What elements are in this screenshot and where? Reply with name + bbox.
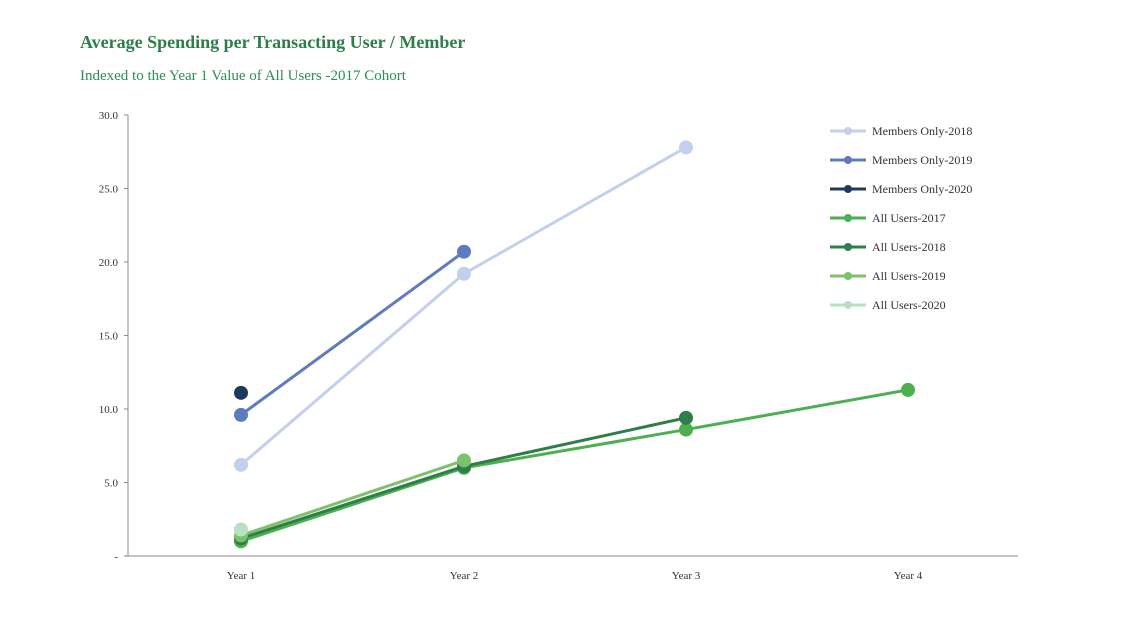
chart-title: Average Spending per Transacting User / … xyxy=(80,32,466,52)
chart-axes: - 5.0 10.0 15.0 20.0 25.0 30.0 Year 1 Year 2 Year… xyxy=(99,110,1018,582)
chart-legend: Members Only-2018 Members Only-2019 Member… xyxy=(830,124,972,312)
y-tick-label: 25.0 xyxy=(99,184,119,196)
series-1 xyxy=(234,244,471,422)
x-tick-label: Year 3 xyxy=(672,570,701,582)
y-tick-label: 5.0 xyxy=(104,478,118,490)
series-line xyxy=(240,250,465,417)
data-point xyxy=(457,266,471,281)
chart-lines xyxy=(234,140,915,549)
legend-item: All Users-2017 xyxy=(830,211,946,225)
legend-item: All Users-2018 xyxy=(830,240,946,254)
series-6 xyxy=(234,522,248,537)
data-point xyxy=(234,385,248,400)
y-tick-label: - xyxy=(114,551,118,563)
legend-label: All Users-2020 xyxy=(872,298,946,312)
y-tick-label: 15.0 xyxy=(99,331,119,343)
legend-item: Members Only-2018 xyxy=(830,124,972,138)
series-line xyxy=(240,459,465,537)
legend-label: All Users-2019 xyxy=(872,269,946,283)
series-4 xyxy=(234,410,693,546)
chart-subtitle: Indexed to the Year 1 Value of All Users… xyxy=(80,68,406,84)
legend-swatch-marker xyxy=(844,185,852,193)
legend-label: Members Only-2020 xyxy=(872,182,972,196)
legend-swatch-marker xyxy=(844,127,852,135)
series-0 xyxy=(234,140,693,472)
legend-item: All Users-2019 xyxy=(830,269,946,283)
data-point xyxy=(234,457,248,472)
legend-item: All Users-2020 xyxy=(830,298,946,312)
series-line xyxy=(240,388,909,543)
series-3 xyxy=(234,382,915,549)
x-tick-label: Year 1 xyxy=(227,570,256,582)
series-line xyxy=(240,146,687,466)
data-point xyxy=(901,382,915,397)
legend-swatch-marker xyxy=(844,301,852,309)
data-point xyxy=(457,453,471,468)
data-point xyxy=(234,522,248,537)
data-point xyxy=(234,407,248,422)
legend-label: All Users-2017 xyxy=(872,211,946,225)
legend-label: All Users-2018 xyxy=(872,240,946,254)
legend-item: Members Only-2019 xyxy=(830,153,972,167)
y-tick-label: 10.0 xyxy=(99,404,119,416)
x-tick-label: Year 2 xyxy=(450,570,479,582)
legend-swatch-marker xyxy=(844,272,852,280)
data-point xyxy=(457,244,471,259)
series-2 xyxy=(234,385,248,400)
data-point xyxy=(679,140,693,155)
legend-label: Members Only-2019 xyxy=(872,153,972,167)
x-tick-label: Year 4 xyxy=(894,570,923,582)
legend-swatch-marker xyxy=(844,243,852,251)
legend-item: Members Only-2020 xyxy=(830,182,972,196)
data-point xyxy=(679,410,693,425)
legend-swatch-marker xyxy=(844,156,852,164)
legend-swatch-marker xyxy=(844,214,852,222)
data-point xyxy=(679,422,693,437)
legend-label: Members Only-2018 xyxy=(872,124,972,138)
y-tick-label: 20.0 xyxy=(99,257,119,269)
y-tick-label: 30.0 xyxy=(99,110,119,122)
